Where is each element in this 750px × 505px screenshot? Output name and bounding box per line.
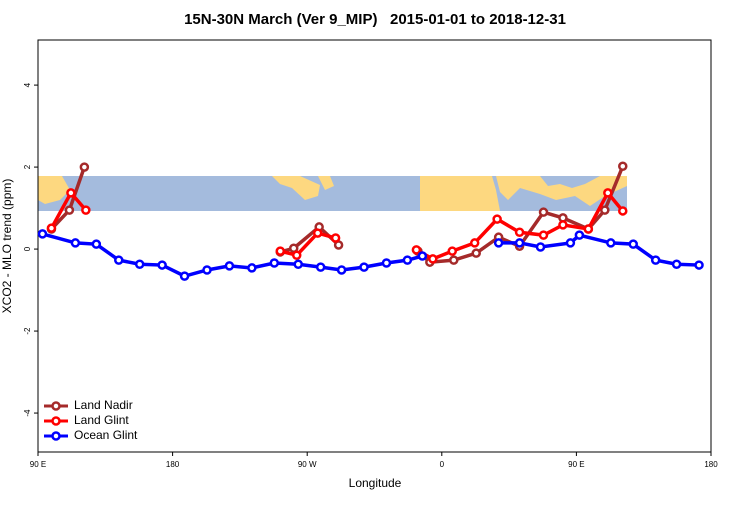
map-background bbox=[38, 176, 627, 211]
data-point bbox=[618, 161, 628, 172]
data-point bbox=[291, 250, 302, 260]
data-point bbox=[671, 259, 682, 269]
x-tick-label: 180 bbox=[166, 460, 180, 469]
data-point bbox=[46, 223, 57, 233]
data-point bbox=[224, 261, 235, 271]
legend-marker bbox=[51, 416, 61, 426]
legend-label: Land Nadir bbox=[74, 398, 133, 412]
data-point bbox=[293, 259, 303, 269]
data-point bbox=[447, 246, 458, 256]
y-axis-label: XCO2 - MLO trend (ppm) bbox=[0, 179, 14, 314]
data-point bbox=[628, 239, 638, 249]
x-tick-label: 180 bbox=[704, 460, 718, 469]
x-tick-label: 90 W bbox=[298, 460, 317, 469]
x-tick-label: 0 bbox=[440, 460, 445, 469]
data-point bbox=[417, 251, 428, 261]
data-point bbox=[275, 246, 286, 256]
y-tick-label: -4 bbox=[23, 409, 32, 417]
data-point bbox=[600, 205, 610, 215]
data-point bbox=[565, 238, 576, 248]
data-point bbox=[514, 227, 525, 238]
data-point bbox=[574, 230, 585, 240]
data-point bbox=[492, 214, 502, 224]
series-line bbox=[42, 232, 700, 278]
data-point bbox=[269, 258, 280, 268]
data-point bbox=[336, 265, 347, 275]
data-point bbox=[694, 260, 704, 270]
data-point bbox=[114, 255, 124, 265]
data-point bbox=[538, 230, 549, 240]
data-point bbox=[618, 206, 628, 216]
data-point bbox=[469, 238, 480, 248]
x-tick-label: 90 E bbox=[30, 460, 46, 469]
data-point bbox=[411, 245, 422, 255]
data-point bbox=[514, 238, 525, 248]
data-point bbox=[538, 207, 549, 217]
chart-title: 15N-30N March (Ver 9_MIP) 2015-01-01 to … bbox=[184, 11, 566, 28]
data-point bbox=[650, 255, 661, 265]
legend-label: Land Glint bbox=[74, 413, 129, 427]
data-point bbox=[70, 238, 81, 248]
y-tick-label: -2 bbox=[23, 327, 32, 335]
data-point bbox=[493, 238, 504, 248]
y-tick-label: 0 bbox=[23, 246, 32, 251]
data-point bbox=[603, 188, 613, 198]
data-point bbox=[179, 271, 190, 281]
data-point bbox=[202, 265, 212, 275]
plot-frame bbox=[37, 39, 712, 453]
data-point bbox=[449, 255, 459, 265]
data-point bbox=[315, 262, 326, 272]
y-tick-label: 4 bbox=[23, 82, 32, 87]
y-tick-label: 2 bbox=[23, 164, 32, 169]
data-point bbox=[381, 258, 392, 268]
data-point bbox=[79, 162, 90, 172]
legend-marker bbox=[51, 401, 61, 411]
x-tick-label: 90 E bbox=[568, 460, 584, 469]
data-point bbox=[247, 263, 257, 273]
data-point bbox=[583, 224, 594, 234]
data-point bbox=[330, 233, 341, 243]
data-point bbox=[312, 228, 323, 238]
data-point bbox=[91, 239, 102, 249]
data-point bbox=[471, 248, 481, 258]
data-point bbox=[81, 205, 91, 215]
data-point bbox=[402, 255, 413, 265]
legend-marker bbox=[51, 431, 61, 441]
legend-label: Ocean Glint bbox=[74, 428, 138, 442]
data-point bbox=[37, 229, 48, 239]
data-point bbox=[428, 254, 438, 264]
data-point bbox=[558, 220, 568, 230]
data-point bbox=[134, 259, 145, 269]
data-point bbox=[359, 262, 369, 272]
data-point bbox=[535, 242, 546, 252]
data-point bbox=[64, 205, 75, 215]
data-point bbox=[66, 188, 76, 198]
data-point bbox=[157, 260, 167, 270]
x-axis-label: Longitude bbox=[349, 476, 402, 490]
data-point bbox=[606, 238, 616, 248]
